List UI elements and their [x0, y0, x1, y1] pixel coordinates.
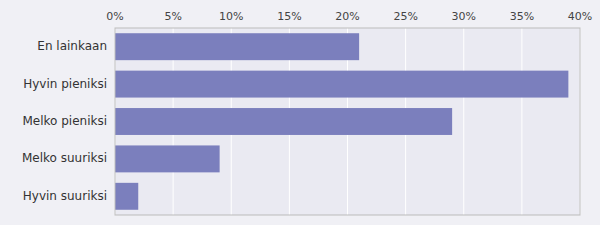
y-axis: En lainkaan Hyvin pieniksi Melko pieniksi M…	[22, 39, 107, 203]
chart-container: 0% 5% 10% 15% 20% 25% 30% 35% 40% En lainkaan Hyvi…	[0, 0, 600, 225]
x-axis: 0% 5% 10% 15% 20% 25% 30% 35% 40%	[106, 10, 592, 23]
y-tick-label: Hyvin pieniksi	[23, 77, 107, 91]
x-tick-label: 35%	[510, 10, 534, 23]
bar	[115, 145, 220, 172]
x-tick-label: 0%	[106, 10, 123, 23]
x-tick-label: 5%	[164, 10, 181, 23]
x-tick-label: 15%	[277, 10, 301, 23]
grid-line	[521, 28, 522, 215]
y-tick-label: Melko suuriksi	[22, 151, 107, 165]
chart-svg: 0% 5% 10% 15% 20% 25% 30% 35% 40% En lainkaan Hyvi…	[0, 0, 600, 225]
bar	[115, 33, 359, 60]
grid	[115, 28, 580, 215]
y-tick-label: Hyvin suuriksi	[23, 189, 107, 203]
bars	[115, 33, 568, 210]
plot-frame	[115, 28, 580, 215]
x-tick-label: 30%	[452, 10, 476, 23]
plot-background	[115, 28, 580, 215]
y-tick-label: Melko pieniksi	[22, 114, 107, 128]
bar	[115, 183, 138, 210]
bar	[115, 108, 452, 135]
x-tick-label: 20%	[335, 10, 359, 23]
y-tick-label: En lainkaan	[37, 39, 107, 53]
bar	[115, 71, 568, 98]
x-tick-label: 25%	[393, 10, 417, 23]
grid-line	[463, 28, 464, 215]
x-tick-label: 40%	[568, 10, 592, 23]
x-tick-label: 10%	[219, 10, 243, 23]
